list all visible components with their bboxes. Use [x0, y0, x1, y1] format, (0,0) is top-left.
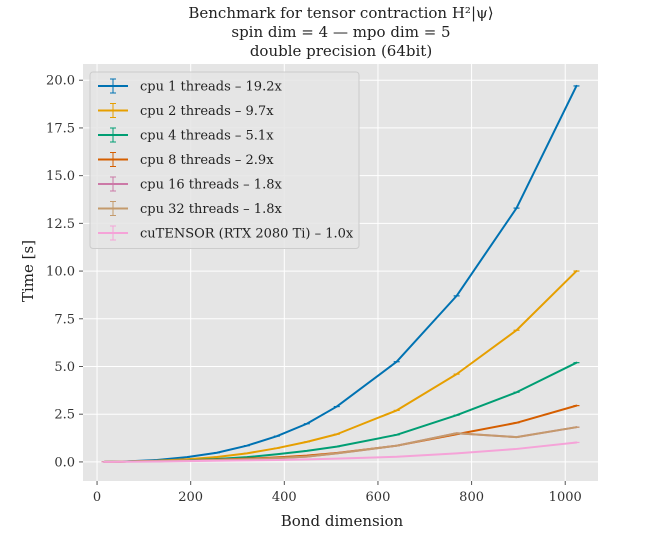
y-axis-label: Time [s]: [19, 240, 37, 302]
legend-item: cuTENSOR (RTX 2080 Ti) – 1.0x: [98, 225, 354, 242]
series-layer: [101, 84, 580, 463]
legend-item: cpu 8 threads – 2.9x: [98, 152, 274, 168]
x-tick-label: 200: [178, 490, 203, 505]
y-tick-label: 15.0: [46, 169, 75, 184]
x-tick-label: 400: [272, 490, 297, 505]
y-tick-label: 20.0: [46, 74, 75, 89]
legend-item: cpu 16 threads – 1.8x: [98, 176, 282, 193]
y-tick-label: 0.0: [54, 455, 75, 470]
legend-item: cpu 4 threads – 5.1x: [98, 127, 274, 144]
legend-item: cpu 32 threads – 1.8x: [98, 201, 282, 217]
legend-label: cpu 1 threads – 19.2x: [140, 80, 282, 95]
y-tick-label: 10.0: [46, 265, 75, 280]
y-tick-label: 2.5: [54, 408, 75, 423]
x-axis-ticks: 0 200 400 600 800 1000: [93, 481, 582, 505]
x-tick-label: 0: [93, 490, 101, 505]
series-line: [103, 441, 578, 463]
series-7: [101, 441, 580, 463]
legend-item: cpu 1 threads – 19.2x: [98, 78, 282, 95]
y-tick-label: 12.5: [46, 217, 75, 232]
y-tick-label: 7.5: [54, 312, 75, 327]
x-tick-label: 1000: [549, 490, 582, 505]
x-tick-label: 800: [459, 490, 484, 505]
y-tick-label: 17.5: [46, 121, 75, 136]
y-axis-ticks: 0.0 2.5 5.0 7.5 10.0 12.5 15.0 17.5 20.0: [46, 74, 83, 470]
x-tick-label: 600: [366, 490, 391, 505]
legend-label: cuTENSOR (RTX 2080 Ti) – 1.0x: [140, 227, 354, 242]
chart-title-line-3: double precision (64bit): [250, 42, 432, 60]
legend-box: [89, 71, 360, 249]
legend: cpu 1 threads – 19.2x cpu 2 threads – 9.7…: [89, 71, 360, 249]
legend-label: cpu 2 threads – 9.7x: [140, 104, 274, 119]
legend-label: cpu 4 threads – 5.1x: [140, 129, 274, 144]
legend-label: cpu 8 threads – 2.9x: [140, 153, 274, 168]
legend-label: cpu 16 threads – 1.8x: [140, 178, 282, 193]
y-tick-label: 5.0: [54, 360, 75, 375]
legend-item: cpu 2 threads – 9.7x: [98, 103, 274, 119]
chart-title: Benchmark for tensor contraction H²|ψ⟩ s…: [188, 4, 493, 60]
chart-title-line-2: spin dim = 4 — mpo dim = 5: [231, 23, 450, 41]
legend-label: cpu 32 threads – 1.8x: [140, 202, 282, 217]
chart-title-line-1: Benchmark for tensor contraction H²|ψ⟩: [188, 4, 493, 22]
x-axis-label: Bond dimension: [281, 512, 404, 530]
